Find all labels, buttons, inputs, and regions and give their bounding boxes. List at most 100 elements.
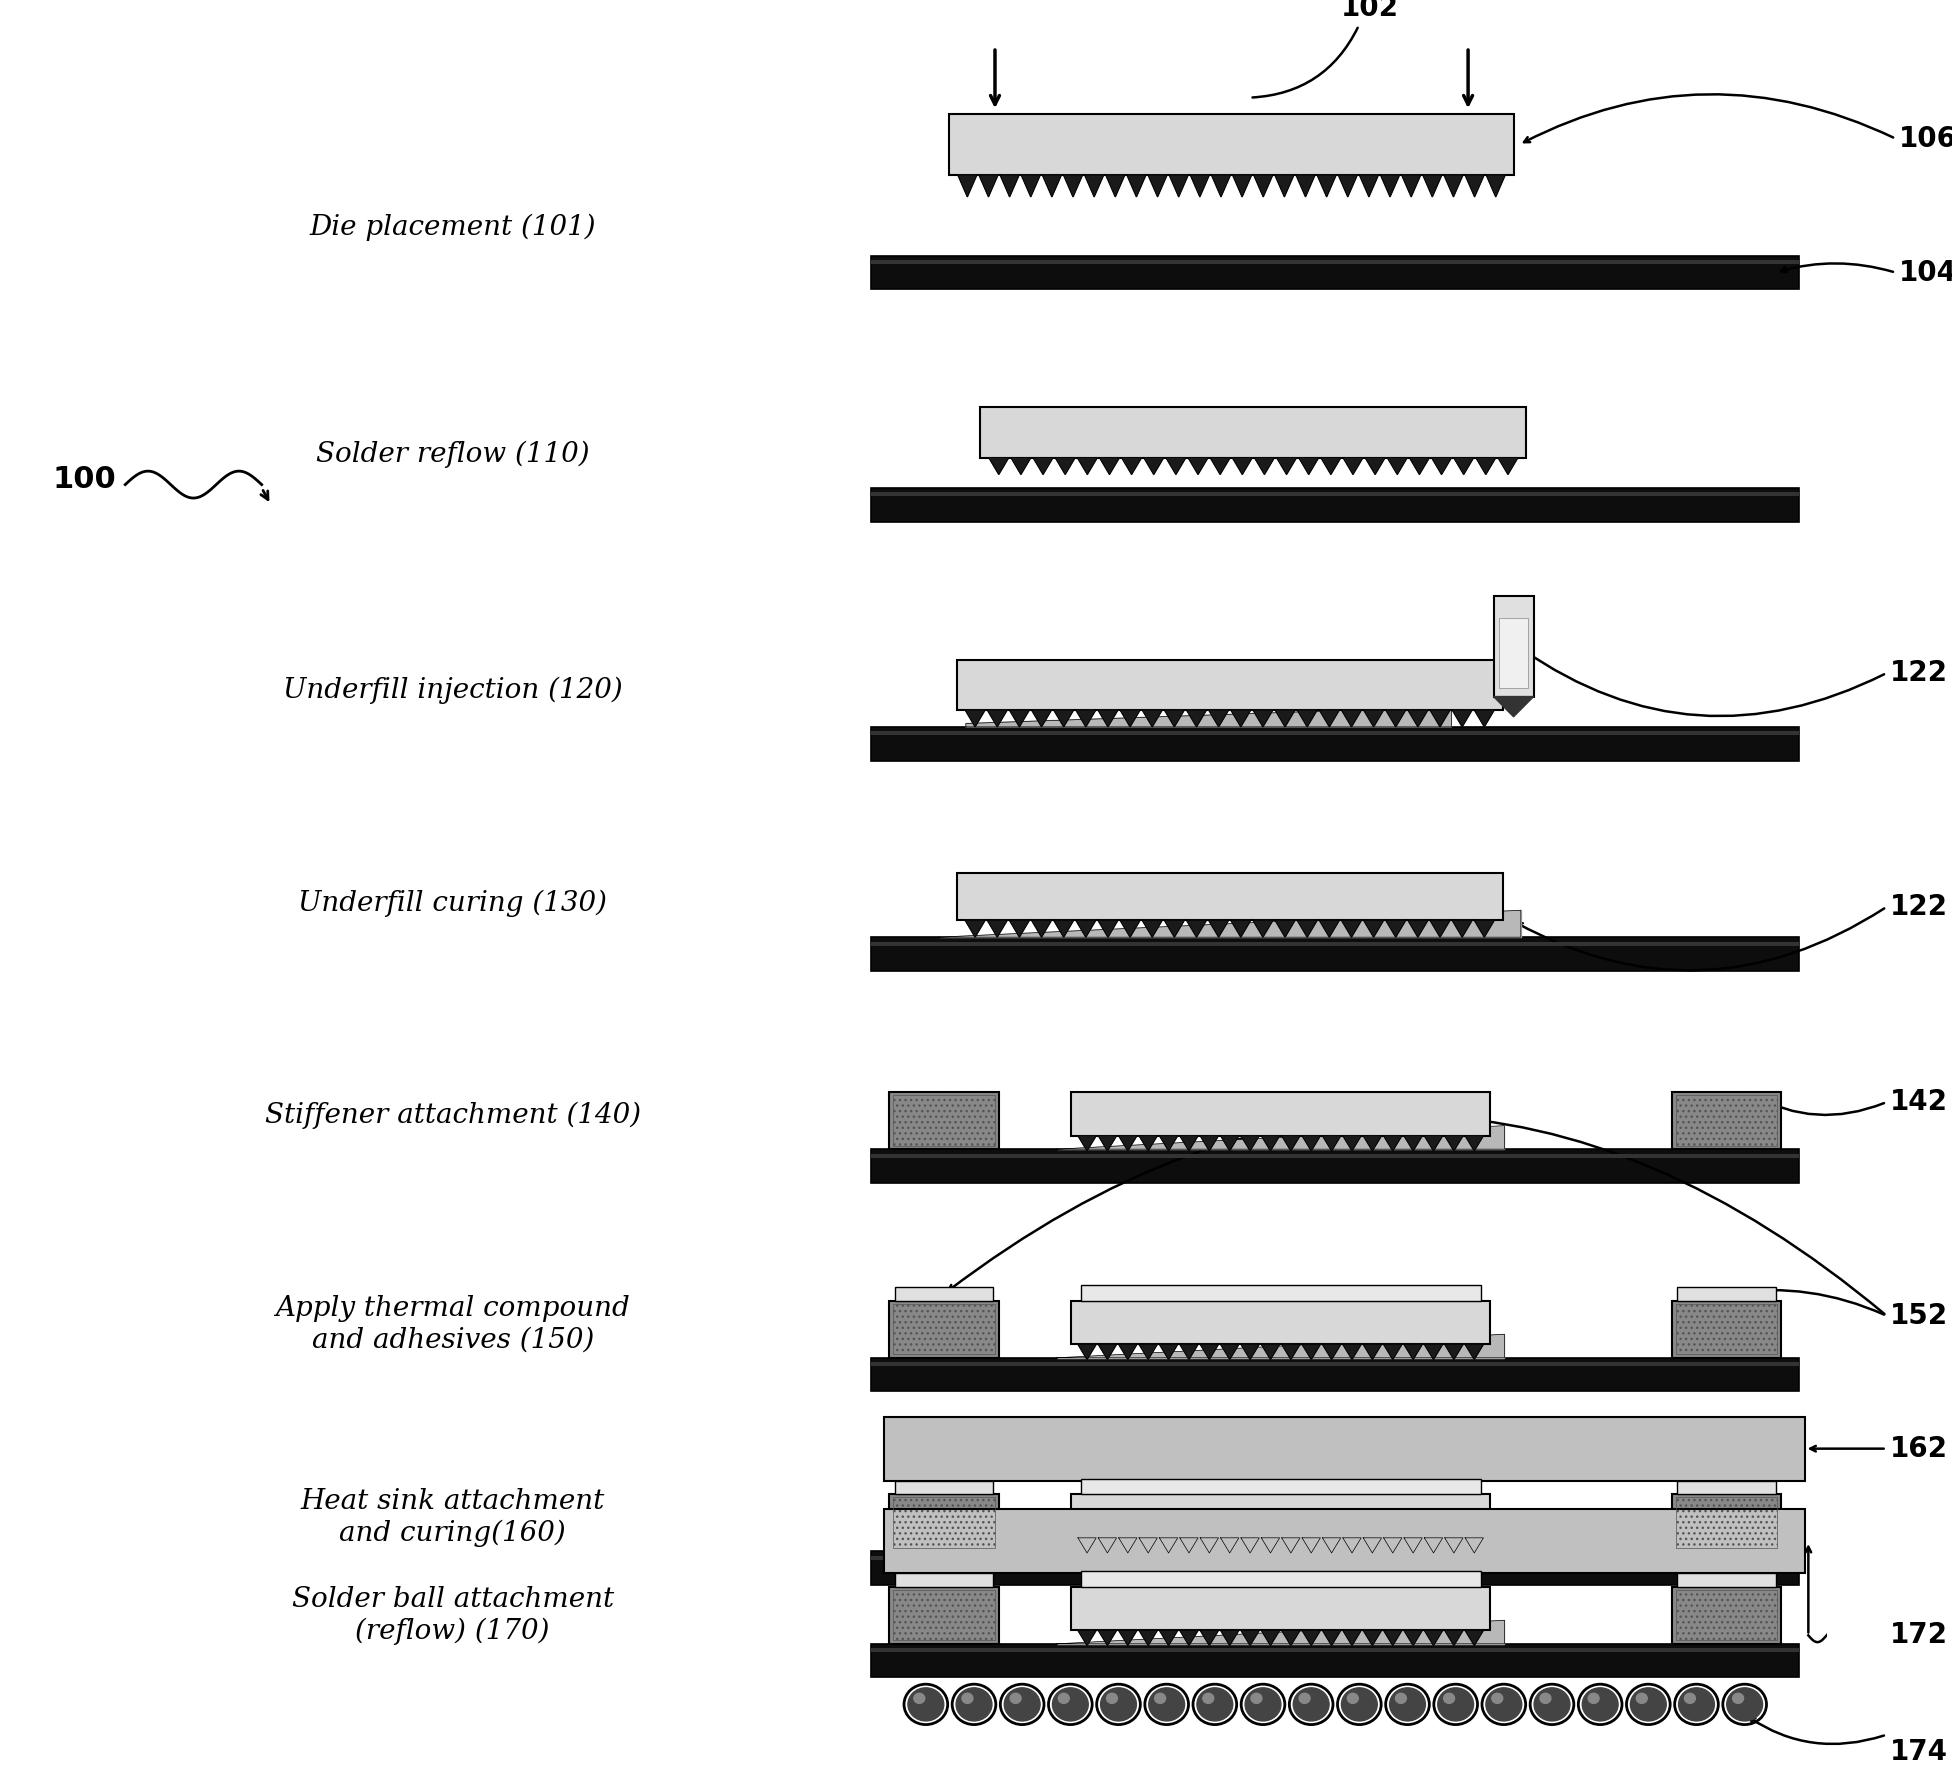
- Polygon shape: [1142, 920, 1161, 937]
- Bar: [871, 937, 1800, 971]
- Polygon shape: [1076, 709, 1095, 727]
- Polygon shape: [1056, 1335, 1505, 1358]
- Bar: [956, 873, 1503, 920]
- Polygon shape: [1343, 458, 1362, 474]
- Polygon shape: [1187, 709, 1206, 727]
- Polygon shape: [1466, 175, 1484, 196]
- Bar: [894, 1096, 996, 1146]
- Polygon shape: [1099, 1538, 1117, 1552]
- Polygon shape: [1253, 175, 1273, 196]
- Polygon shape: [1148, 175, 1167, 196]
- Bar: [1677, 1574, 1776, 1586]
- Polygon shape: [1275, 175, 1294, 196]
- Text: Underfill injection (120): Underfill injection (120): [283, 675, 623, 704]
- Text: 142: 142: [1890, 1089, 1948, 1116]
- Polygon shape: [1339, 175, 1357, 196]
- Polygon shape: [1386, 920, 1405, 937]
- Polygon shape: [1343, 1344, 1361, 1360]
- Polygon shape: [1282, 1631, 1300, 1645]
- Polygon shape: [1341, 709, 1361, 727]
- Polygon shape: [1407, 920, 1427, 937]
- Bar: [949, 114, 1513, 175]
- Circle shape: [956, 1688, 992, 1721]
- Polygon shape: [1452, 709, 1472, 727]
- Polygon shape: [1261, 1538, 1281, 1552]
- Circle shape: [1390, 1688, 1425, 1721]
- Bar: [884, 1417, 1806, 1481]
- Polygon shape: [1056, 1620, 1505, 1643]
- Polygon shape: [1165, 458, 1187, 474]
- Polygon shape: [964, 709, 986, 727]
- Polygon shape: [1126, 175, 1146, 196]
- Bar: [871, 1643, 1800, 1677]
- Bar: [1072, 1586, 1489, 1631]
- Polygon shape: [1364, 709, 1384, 727]
- Bar: [1671, 1092, 1780, 1149]
- Circle shape: [1540, 1693, 1552, 1704]
- Bar: [980, 408, 1526, 458]
- Bar: [956, 659, 1503, 709]
- Polygon shape: [1497, 458, 1519, 474]
- Polygon shape: [1343, 1631, 1361, 1645]
- Bar: [890, 1092, 999, 1149]
- Text: Apply thermal compound
and adhesives (150): Apply thermal compound and adhesives (15…: [275, 1296, 630, 1353]
- Polygon shape: [1282, 1344, 1300, 1360]
- Circle shape: [1341, 1688, 1378, 1721]
- Polygon shape: [1425, 1344, 1443, 1360]
- Polygon shape: [1241, 1344, 1259, 1360]
- Circle shape: [1156, 1693, 1165, 1704]
- Polygon shape: [1302, 1538, 1320, 1552]
- Polygon shape: [1444, 1135, 1464, 1151]
- Polygon shape: [1322, 1344, 1341, 1360]
- Circle shape: [1491, 1693, 1503, 1704]
- Polygon shape: [1241, 1631, 1259, 1645]
- Circle shape: [1439, 1688, 1474, 1721]
- Polygon shape: [1466, 1344, 1484, 1360]
- Polygon shape: [1402, 175, 1421, 196]
- Polygon shape: [1403, 1135, 1423, 1151]
- Polygon shape: [1454, 458, 1474, 474]
- Circle shape: [1011, 1693, 1021, 1704]
- Circle shape: [1636, 1693, 1647, 1704]
- Bar: [1677, 1481, 1776, 1493]
- Bar: [871, 731, 1800, 736]
- Bar: [1675, 1590, 1778, 1641]
- Polygon shape: [1466, 1135, 1484, 1151]
- Polygon shape: [1054, 920, 1074, 937]
- Bar: [1675, 1304, 1778, 1354]
- Polygon shape: [1362, 1538, 1382, 1552]
- Bar: [894, 1497, 996, 1549]
- Bar: [884, 1509, 1806, 1574]
- Polygon shape: [988, 709, 1007, 727]
- Polygon shape: [999, 175, 1019, 196]
- Circle shape: [1202, 1693, 1214, 1704]
- Polygon shape: [1142, 709, 1161, 727]
- Text: 174: 174: [1890, 1737, 1948, 1766]
- Bar: [871, 727, 1800, 761]
- Polygon shape: [1493, 697, 1534, 716]
- Polygon shape: [1078, 1344, 1097, 1360]
- Polygon shape: [1298, 458, 1320, 474]
- Bar: [1072, 1301, 1489, 1344]
- Text: Stiffener attachment (140): Stiffener attachment (140): [265, 1101, 640, 1130]
- Polygon shape: [1302, 1631, 1320, 1645]
- Polygon shape: [1466, 1538, 1484, 1552]
- Circle shape: [914, 1693, 925, 1704]
- Bar: [1675, 1497, 1778, 1549]
- Polygon shape: [1320, 920, 1339, 937]
- Polygon shape: [1282, 1538, 1300, 1552]
- Polygon shape: [1144, 458, 1163, 474]
- Bar: [871, 1149, 1800, 1183]
- Polygon shape: [966, 707, 1452, 727]
- Polygon shape: [1466, 1631, 1484, 1645]
- Circle shape: [1294, 1688, 1329, 1721]
- Text: Heat sink attachment
and curing(160): Heat sink attachment and curing(160): [301, 1488, 605, 1547]
- Circle shape: [1347, 1693, 1359, 1704]
- Bar: [894, 1481, 994, 1493]
- Polygon shape: [1255, 458, 1275, 474]
- Polygon shape: [1384, 1344, 1402, 1360]
- Bar: [1675, 1096, 1778, 1146]
- Bar: [1081, 1479, 1482, 1493]
- Polygon shape: [1253, 709, 1273, 727]
- Polygon shape: [1261, 1344, 1281, 1360]
